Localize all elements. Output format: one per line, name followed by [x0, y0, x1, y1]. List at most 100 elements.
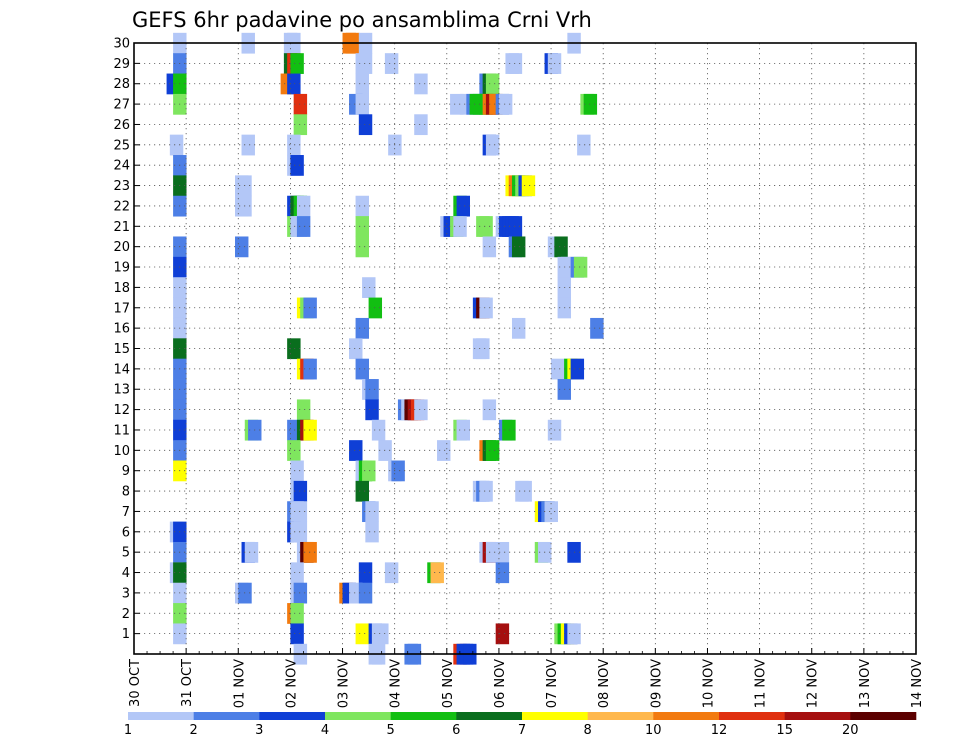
legend-swatch — [128, 712, 194, 720]
cell — [358, 562, 373, 584]
cell — [495, 562, 510, 584]
legend-label: 20 — [842, 723, 859, 738]
cell — [375, 623, 389, 645]
x-tick-label: 12 NOV — [806, 659, 821, 708]
y-tick-label: 21 — [113, 220, 130, 235]
cell — [511, 236, 526, 258]
cell — [479, 297, 493, 319]
cell — [371, 419, 386, 441]
cell — [508, 53, 523, 74]
cell — [456, 419, 470, 441]
cell — [241, 134, 255, 156]
x-tick-label: 07 NOV — [545, 659, 560, 708]
cell — [365, 379, 379, 400]
x-tick-label: 11 NOV — [754, 659, 769, 708]
cell — [293, 114, 308, 136]
color-legend: 1 2 3 4 5 6 7 8 10 12 15 20 — [124, 712, 917, 738]
x-tick-label: 06 NOV — [493, 659, 508, 708]
legend-label: 6 — [452, 723, 460, 738]
cell — [437, 440, 451, 461]
cell — [365, 521, 379, 543]
cell — [358, 582, 373, 604]
cell — [358, 53, 373, 74]
legend-swatch — [522, 712, 588, 720]
y-tick-label: 6 — [122, 525, 130, 540]
cell — [290, 155, 304, 176]
cell — [365, 501, 379, 523]
legend-label: 2 — [190, 723, 198, 738]
y-tick-label: 5 — [122, 546, 130, 561]
cell — [495, 623, 510, 645]
cell — [293, 501, 308, 523]
x-tick-label: 09 NOV — [649, 659, 664, 708]
cell — [290, 460, 304, 482]
cell — [290, 53, 304, 74]
cell — [293, 93, 308, 115]
cell — [384, 562, 399, 584]
legend-swatch — [784, 712, 851, 720]
x-tick-label: 08 NOV — [597, 659, 612, 708]
cell — [358, 114, 373, 136]
y-tick-label: 2 — [122, 607, 130, 622]
cell — [583, 93, 598, 115]
cell — [485, 440, 500, 461]
x-tick-label: 13 NOV — [858, 659, 873, 708]
x-tick-label: 14 NOV — [910, 659, 925, 708]
legend-label: 3 — [255, 723, 263, 738]
cell — [502, 419, 516, 441]
y-tick-label: 16 — [113, 322, 130, 337]
cell — [355, 358, 369, 380]
y-tick-label: 23 — [113, 179, 130, 194]
cell — [479, 480, 493, 502]
cell — [235, 236, 249, 258]
cell — [476, 338, 490, 360]
y-tick-label: 1 — [122, 627, 130, 642]
cell — [570, 358, 585, 380]
legend-label: 12 — [711, 723, 728, 738]
y-axis: 1234567891011121314151617181920212223242… — [113, 37, 140, 642]
legend-swatch — [193, 712, 260, 720]
y-tick-label: 27 — [113, 98, 130, 113]
legend-swatch — [456, 712, 523, 720]
legend-label: 1 — [124, 723, 132, 738]
y-tick-label: 3 — [122, 586, 130, 601]
y-tick-label: 24 — [113, 159, 130, 174]
cell — [293, 480, 308, 502]
legend-swatch — [850, 712, 917, 720]
chart-title: GEFS 6hr padavine po ansamblima Crni Vrh — [132, 8, 592, 32]
cell — [362, 277, 376, 298]
y-tick-label: 10 — [113, 444, 130, 459]
cell — [355, 216, 369, 237]
x-tick-label: 10 NOV — [702, 659, 717, 708]
cell — [485, 73, 500, 95]
cell — [368, 297, 383, 319]
cell — [485, 134, 500, 156]
legend-swatch — [719, 712, 785, 720]
y-tick-label: 12 — [113, 403, 130, 418]
cell — [290, 603, 304, 624]
y-tick-label: 4 — [122, 566, 130, 581]
cell — [554, 236, 568, 258]
cell — [290, 623, 304, 645]
cell — [414, 73, 428, 95]
cell — [414, 114, 428, 136]
x-tick-label: 05 NOV — [441, 659, 456, 708]
cell — [355, 623, 369, 645]
x-tick-label: 31 OCT — [180, 659, 195, 707]
legend-label: 5 — [387, 723, 395, 738]
legend-label: 15 — [776, 723, 793, 738]
cell — [355, 73, 369, 95]
cell — [551, 358, 565, 380]
cell — [384, 53, 399, 74]
cell — [355, 480, 369, 502]
y-tick-label: 19 — [113, 261, 130, 276]
y-tick-label: 7 — [122, 505, 130, 520]
cell — [287, 440, 301, 461]
cell — [590, 317, 604, 339]
cell — [456, 195, 470, 217]
x-axis: 30 OCT 31 OCT 01 NOV 02 NOV 03 NOV 04 NOV 05 N… — [128, 648, 925, 708]
cell — [349, 440, 363, 461]
cell — [349, 338, 363, 360]
y-tick-label: 18 — [113, 281, 130, 296]
y-tick-label: 17 — [113, 301, 130, 316]
